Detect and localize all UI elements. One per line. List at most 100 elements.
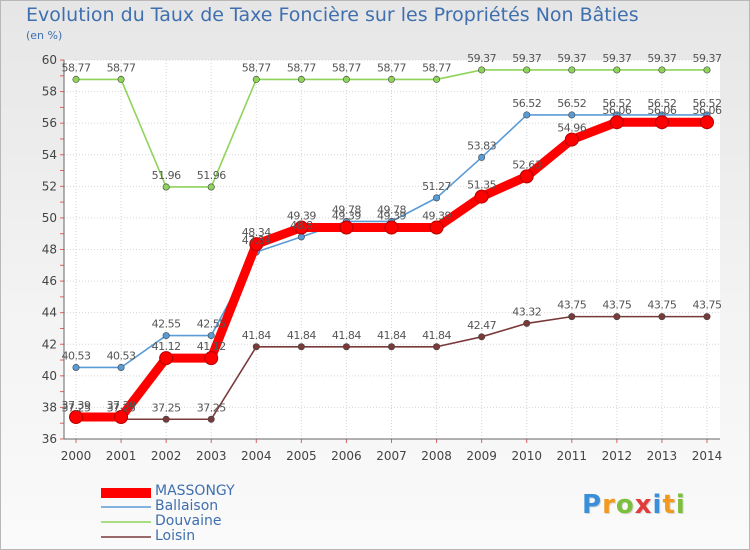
y-tick-label: 54 bbox=[42, 148, 57, 162]
data-point-douvaine bbox=[613, 66, 621, 74]
data-point-ballaison bbox=[523, 111, 531, 119]
x-tick-label: 2003 bbox=[196, 449, 227, 463]
data-label-massongy: 41.12 bbox=[197, 340, 226, 353]
data-label-loisin: 43.32 bbox=[512, 305, 541, 318]
y-tick-label: 38 bbox=[42, 400, 57, 414]
y-tick-label: 56 bbox=[42, 116, 57, 130]
data-label-ballaison: 53.83 bbox=[467, 139, 496, 152]
data-point-massongy bbox=[609, 115, 624, 130]
data-label-massongy: 56.06 bbox=[693, 104, 722, 117]
data-point-massongy bbox=[700, 115, 714, 130]
data-point-loisin bbox=[568, 313, 576, 321]
data-label-loisin: 41.84 bbox=[422, 329, 451, 342]
data-point-loisin bbox=[658, 313, 666, 321]
data-label-ballaison: 51.27 bbox=[422, 180, 451, 193]
data-label-loisin: 41.84 bbox=[242, 329, 271, 342]
data-point-loisin bbox=[613, 313, 621, 321]
data-label-ballaison: 47.84 bbox=[242, 234, 271, 247]
data-label-ballaison: 42.55 bbox=[197, 318, 226, 331]
y-tick-label: 46 bbox=[42, 274, 57, 288]
data-label-loisin: 41.84 bbox=[377, 329, 406, 342]
data-point-douvaine bbox=[523, 66, 531, 74]
data-point-ballaison bbox=[433, 194, 441, 202]
data-label-douvaine: 58.77 bbox=[332, 61, 361, 74]
data-point-loisin bbox=[433, 343, 441, 351]
x-tick-label: 2014 bbox=[692, 449, 723, 463]
x-tick-label: 2013 bbox=[647, 449, 678, 463]
data-label-douvaine: 59.37 bbox=[602, 52, 631, 65]
data-point-douvaine bbox=[207, 183, 215, 191]
data-label-ballaison: 40.53 bbox=[62, 349, 91, 362]
data-label-massongy: 49.39 bbox=[422, 210, 451, 223]
data-point-douvaine bbox=[162, 183, 170, 191]
data-point-ballaison bbox=[478, 153, 486, 161]
y-tick-label: 42 bbox=[42, 337, 57, 351]
data-label-loisin: 43.75 bbox=[693, 299, 722, 312]
data-point-ballaison bbox=[72, 363, 80, 371]
proxiti-logo: Proxiti bbox=[582, 490, 686, 520]
y-tick-label: 52 bbox=[42, 179, 57, 193]
logo-letter: i bbox=[675, 490, 686, 520]
data-point-loisin bbox=[478, 333, 486, 341]
x-tick-label: 2010 bbox=[511, 449, 542, 463]
data-label-douvaine: 58.77 bbox=[242, 61, 271, 74]
data-label-massongy: 49.39 bbox=[377, 210, 406, 223]
data-label-loisin: 41.84 bbox=[287, 329, 316, 342]
y-tick-label: 40 bbox=[42, 369, 57, 383]
data-label-douvaine: 51.96 bbox=[152, 169, 181, 182]
logo-letter: x bbox=[634, 490, 653, 520]
data-label-massongy: 54.96 bbox=[557, 122, 586, 135]
data-label-massongy: 48.34 bbox=[242, 226, 271, 239]
legend-label-douvaine: Douvaine bbox=[155, 513, 222, 529]
legend-swatch-douvaine bbox=[101, 521, 151, 523]
data-label-ballaison: 56.52 bbox=[602, 97, 631, 110]
x-tick-label: 2012 bbox=[602, 449, 633, 463]
legend-label-ballaison: Ballaison bbox=[155, 498, 219, 514]
legend-swatch-massongy bbox=[101, 488, 151, 498]
data-label-douvaine: 58.77 bbox=[287, 61, 316, 74]
data-label-douvaine: 59.37 bbox=[467, 52, 496, 65]
data-point-douvaine bbox=[433, 75, 441, 83]
x-tick-label: 2000 bbox=[61, 449, 92, 463]
data-point-massongy bbox=[429, 220, 444, 235]
data-point-douvaine bbox=[387, 75, 395, 83]
data-label-douvaine: 59.37 bbox=[693, 52, 722, 65]
legend-swatch-loisin bbox=[101, 536, 151, 538]
data-point-ballaison bbox=[117, 363, 125, 371]
data-point-loisin bbox=[207, 415, 215, 423]
data-point-massongy bbox=[654, 115, 669, 130]
data-label-douvaine: 59.37 bbox=[557, 52, 586, 65]
data-point-massongy bbox=[294, 220, 309, 235]
x-tick-label: 2002 bbox=[151, 449, 182, 463]
data-label-douvaine: 59.37 bbox=[512, 52, 541, 65]
data-point-ballaison bbox=[162, 332, 170, 340]
data-point-douvaine bbox=[72, 75, 80, 83]
data-label-massongy: 51.35 bbox=[467, 179, 496, 192]
data-point-loisin bbox=[342, 343, 350, 351]
y-tick-label: 50 bbox=[42, 211, 57, 225]
data-point-massongy bbox=[474, 189, 489, 204]
data-point-massongy bbox=[564, 132, 579, 147]
data-label-ballaison: 42.55 bbox=[152, 318, 181, 331]
data-point-massongy bbox=[159, 351, 174, 366]
data-point-loisin bbox=[523, 319, 531, 327]
data-label-massongy: 41.12 bbox=[152, 340, 181, 353]
data-label-loisin: 41.84 bbox=[332, 329, 361, 342]
legend-swatch-ballaison bbox=[101, 506, 151, 508]
data-point-massongy bbox=[69, 410, 83, 425]
data-label-loisin: 37.25 bbox=[197, 401, 226, 414]
data-label-ballaison: 40.53 bbox=[107, 349, 136, 362]
x-tick-label: 2011 bbox=[557, 449, 588, 463]
legend-label-loisin: Loisin bbox=[155, 528, 196, 544]
data-point-douvaine bbox=[252, 75, 260, 83]
data-label-massongy: 49.39 bbox=[332, 210, 361, 223]
data-point-douvaine bbox=[297, 75, 305, 83]
data-label-massongy: 37.39 bbox=[62, 399, 91, 412]
x-tick-label: 2006 bbox=[331, 449, 362, 463]
x-tick-label: 2009 bbox=[466, 449, 497, 463]
data-label-douvaine: 51.96 bbox=[197, 169, 226, 182]
data-point-ballaison bbox=[207, 332, 215, 340]
data-point-douvaine bbox=[703, 66, 711, 74]
data-point-douvaine bbox=[478, 66, 486, 74]
